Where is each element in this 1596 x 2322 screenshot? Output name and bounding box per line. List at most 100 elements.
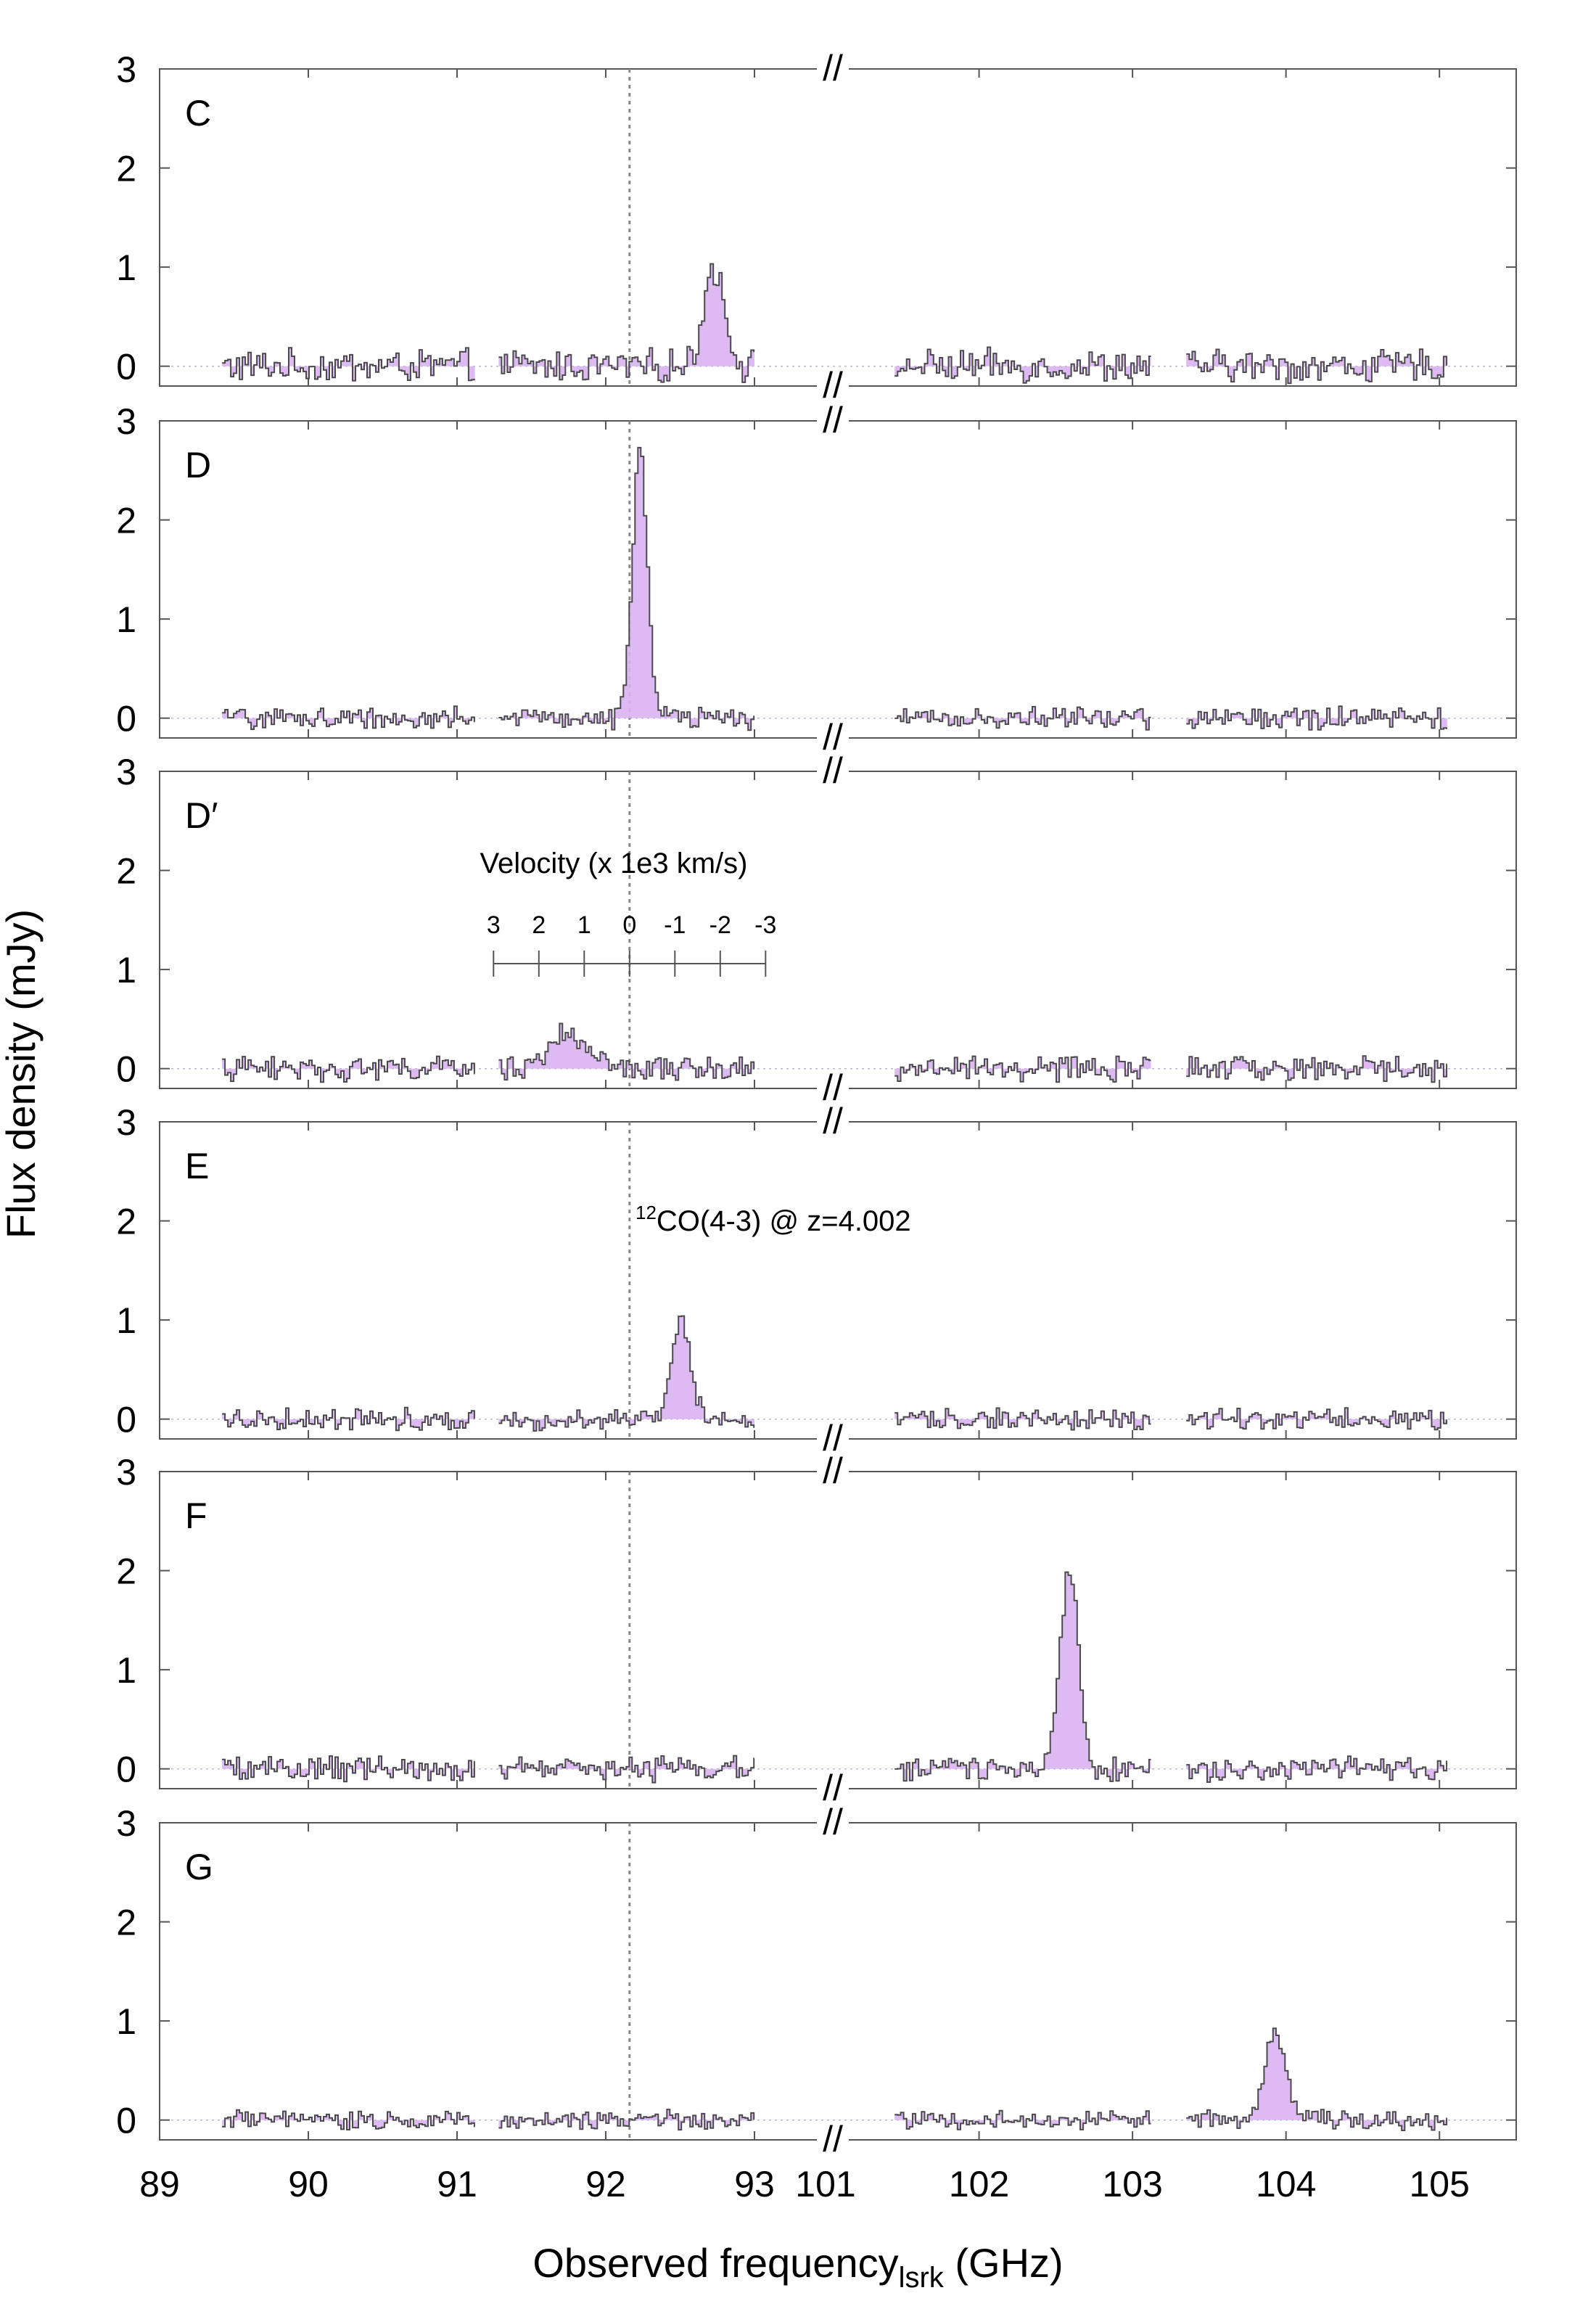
- velocity-scale-tick-label: 2: [532, 911, 546, 939]
- x-tick-label: 92: [585, 2164, 626, 2204]
- velocity-scale-tick-label: 1: [577, 911, 591, 939]
- panel-label: D′: [185, 795, 218, 836]
- axis-break-gap: [817, 1078, 849, 1099]
- panel-frame: [159, 1121, 1517, 1440]
- panel: 0 1 2 3 // // D: [116, 400, 1517, 758]
- y-axis-title: Flux density (mJy): [0, 909, 44, 1239]
- x-axis-title-unit: (GHz): [944, 2240, 1064, 2286]
- spectrum-fill: [498, 263, 754, 382]
- y-tick-label: 1: [116, 1650, 136, 1691]
- y-tick-label: 2: [116, 149, 136, 189]
- spectrum-fill: [222, 1756, 475, 1782]
- panel-label: C: [185, 93, 211, 134]
- spectrum-fill: [222, 348, 475, 381]
- axis-break-mark: //: [823, 365, 843, 406]
- y-tick-label: 1: [116, 247, 136, 288]
- spectrum-line: [1186, 705, 1448, 731]
- axis-break-gap: [817, 728, 849, 748]
- spectrum-fill: [498, 1316, 754, 1431]
- y-tick-label: 2: [116, 1903, 136, 1943]
- y-tick-label: 3: [116, 1452, 136, 1493]
- panel: 0 1 2 3 // // C: [116, 48, 1517, 406]
- axis-break-mark: //: [823, 1451, 843, 1491]
- y-tick-label: 0: [116, 347, 136, 387]
- panel-frame: [159, 1822, 1517, 2141]
- axis-break-mark: //: [823, 1067, 843, 1108]
- spectrum-line: [222, 1755, 475, 1783]
- panel-frame: [159, 68, 1517, 387]
- axis-break-mark: //: [823, 2119, 843, 2159]
- spectrum-line: [894, 1571, 1151, 1782]
- spectrum-fill: [1186, 2028, 1447, 2130]
- x-tick-label: 105: [1410, 2164, 1470, 2204]
- spectrum-line: [1186, 348, 1448, 385]
- x-tick-label: 103: [1102, 2164, 1162, 2204]
- spectrum-fill: [498, 1023, 754, 1080]
- y-tick-label: 1: [116, 950, 136, 990]
- axis-break-gap: [817, 1429, 849, 1449]
- spectrum-line: [498, 263, 755, 383]
- y-tick-label: 1: [116, 2001, 136, 2042]
- axis-break-gap: [817, 411, 849, 431]
- spectrum-line: [1186, 1407, 1448, 1431]
- spectrum-line: [894, 346, 1151, 384]
- y-tick-label: 0: [116, 1400, 136, 1440]
- spectrum-line: [222, 1055, 475, 1083]
- velocity-scale-tick-label: 0: [622, 911, 636, 939]
- x-tick-label: 102: [949, 2164, 1009, 2204]
- spectrum-line: [498, 1755, 755, 1784]
- panel-frame: [159, 1471, 1517, 1789]
- axis-break-gap: [817, 2130, 849, 2150]
- x-tick-label: 91: [437, 2164, 477, 2204]
- axis-break-mark: //: [823, 750, 843, 791]
- spectrum-fill: [1186, 1408, 1447, 1430]
- axis-break-gap: [817, 1779, 849, 1799]
- spectrum-line: [894, 1407, 1151, 1431]
- y-tick-label: 1: [116, 599, 136, 640]
- axis-break-mark: //: [823, 717, 843, 758]
- spectrum-line: [498, 1022, 755, 1081]
- spectrum-fill: [894, 706, 1151, 730]
- y-tick-label: 3: [116, 1803, 136, 1844]
- y-tick-label: 3: [116, 1102, 136, 1143]
- x-tick-label: 90: [288, 2164, 329, 2204]
- panel: 0 1 2 3 // // E 12CO(4-3) @ z=4.002: [116, 1101, 1517, 1459]
- panel: 0 1 2 3 // // F: [116, 1451, 1517, 1808]
- axis-break-mark: //: [823, 1418, 843, 1459]
- panel: 0 1 2 3 // // G: [116, 1802, 1517, 2159]
- x-tick-label: 104: [1256, 2164, 1316, 2204]
- panel-frame: [159, 771, 1517, 1089]
- x-tick-label: 101: [795, 2164, 855, 2204]
- panel-label: G: [185, 1847, 213, 1887]
- y-tick-label: 0: [116, 2101, 136, 2141]
- spectrum-line: [894, 2109, 1151, 2130]
- axis-break-mark: //: [823, 400, 843, 440]
- panel-label: F: [185, 1496, 207, 1536]
- spectrum-fill: [894, 1572, 1151, 1781]
- y-tick-label: 0: [116, 1749, 136, 1790]
- axis-break-gap: [817, 1112, 849, 1132]
- spectrum-line: [894, 1055, 1151, 1083]
- x-tick-label: 93: [734, 2164, 775, 2204]
- spectrum-line: [1186, 1055, 1448, 1083]
- panel-frame: [159, 420, 1517, 739]
- spectrum-fill: [1186, 1056, 1447, 1083]
- spectrum-fill: [498, 447, 754, 731]
- y-tick-label: 1: [116, 1300, 136, 1341]
- x-axis-title: Observed frequencylsrk (GHz): [532, 2240, 1063, 2294]
- y-tick-label: 2: [116, 1551, 136, 1592]
- axis-break-mark: //: [823, 48, 843, 89]
- axis-break-mark: //: [823, 1768, 843, 1808]
- velocity-scale-title: Velocity (x 1e3 km/s): [480, 848, 747, 879]
- y-tick-label: 3: [116, 401, 136, 442]
- axis-break-gap: [817, 1813, 849, 1833]
- axis-break-gap: [817, 376, 849, 396]
- velocity-scale-tick-label: -2: [709, 911, 731, 939]
- y-tick-label: 0: [116, 699, 136, 739]
- spectrum-fill: [498, 1755, 754, 1783]
- velocity-scale-tick-label: -3: [754, 911, 776, 939]
- co-line-label: 12CO(4-3) @ z=4.002: [635, 1202, 911, 1237]
- panel-label: E: [185, 1146, 209, 1186]
- y-tick-label: 2: [116, 1202, 136, 1242]
